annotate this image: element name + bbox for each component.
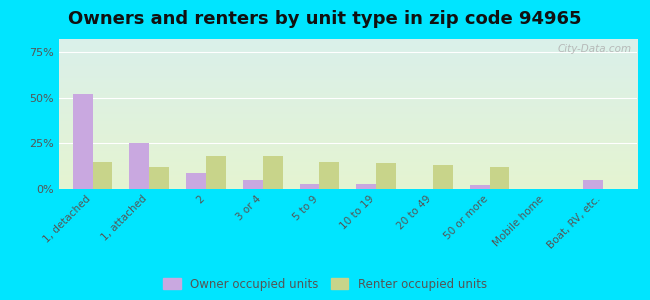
Bar <box>470 185 489 189</box>
Bar <box>73 94 92 189</box>
Bar <box>206 156 226 189</box>
Bar <box>129 143 150 189</box>
Legend: Owner occupied units, Renter occupied units: Owner occupied units, Renter occupied un… <box>160 274 490 294</box>
Bar <box>356 184 376 189</box>
Text: Owners and renters by unit type in zip code 94965: Owners and renters by unit type in zip c… <box>68 11 582 28</box>
Bar <box>319 162 339 189</box>
Bar <box>92 162 112 189</box>
Bar <box>263 156 283 189</box>
Bar <box>376 164 396 189</box>
Bar <box>243 180 263 189</box>
Bar <box>186 172 206 189</box>
Bar <box>489 167 510 189</box>
Bar <box>300 184 319 189</box>
Bar <box>433 165 452 189</box>
Bar <box>583 180 603 189</box>
Text: City-Data.com: City-Data.com <box>557 44 631 53</box>
Bar <box>150 167 169 189</box>
